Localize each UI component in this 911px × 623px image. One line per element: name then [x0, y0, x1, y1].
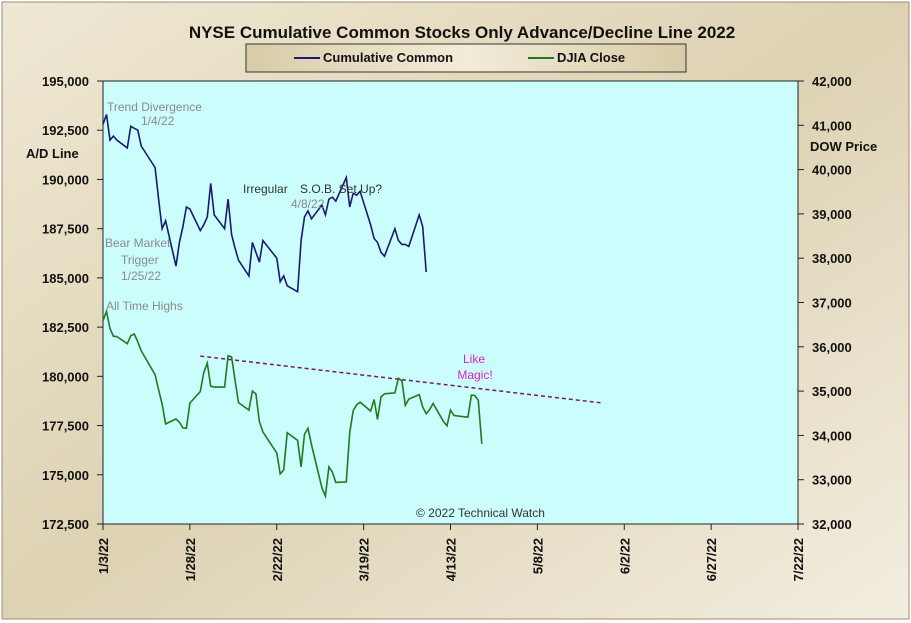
right-tick-label: 40,000	[812, 163, 852, 178]
annotation-trigger: Trigger	[121, 253, 159, 267]
left-tick-label: 195,000	[42, 74, 89, 89]
copyright-notice: © 2022 Technical Watch	[416, 506, 545, 520]
left-axis-label: A/D Line	[26, 146, 79, 161]
annotation-trend-divergence-date: 1/4/22	[141, 114, 175, 128]
series-line-cumulative-common	[102, 114, 427, 294]
left-tick-label: 187,500	[42, 222, 89, 237]
right-tick-label: 33,000	[812, 473, 852, 488]
x-axis-ticks: 1/3/22 1/28/22 2/22/22 3/19/22 4/13/22 5/8/22…	[96, 524, 806, 581]
annotation-trend-divergence: Trend Divergence	[107, 100, 202, 114]
x-tick-label: 7/22/22	[791, 538, 806, 581]
annotation-like: Like	[463, 352, 485, 366]
left-tick-label: 185,000	[42, 271, 89, 286]
annotation-bear-market-date: 1/25/22	[121, 269, 161, 283]
right-tick-label: 41,000	[812, 118, 852, 133]
left-axis-ticks: 172,500 175,000 177,500 180,000 182,500 185,0…	[42, 74, 103, 532]
right-tick-label: 36,000	[812, 340, 852, 355]
right-tick-label: 42,000	[812, 74, 852, 89]
plot-area	[102, 80, 799, 525]
right-axis-label: DOW Price	[810, 139, 877, 154]
series-line-djia-close	[102, 308, 483, 500]
annotation-irregular: Irregular	[243, 182, 288, 196]
right-tick-label: 34,000	[812, 428, 852, 443]
left-tick-label: 180,000	[42, 369, 89, 384]
x-tick-label: 2/22/22	[270, 538, 285, 581]
annotation-magic: Magic!	[457, 368, 492, 382]
chart-title: NYSE Cumulative Common Stocks Only Advan…	[189, 23, 735, 42]
right-tick-label: 38,000	[812, 251, 852, 266]
right-tick-label: 37,000	[812, 296, 852, 311]
annotation-all-time-highs: All Time Highs	[106, 299, 183, 313]
left-tick-label: 190,000	[42, 172, 89, 187]
annotation-sob-date: 4/8/22	[291, 197, 325, 211]
x-tick-label: 3/19/22	[357, 538, 372, 581]
legend-label-djia: DJIA Close	[557, 50, 625, 65]
right-tick-label: 39,000	[812, 207, 852, 222]
annotation-bear-market: Bear Market	[105, 236, 171, 250]
x-tick-label: 6/2/22	[617, 538, 632, 574]
x-tick-label: 5/8/22	[530, 538, 545, 574]
x-tick-label: 4/13/22	[444, 538, 459, 581]
trend-line	[200, 355, 604, 404]
annotation-sob-setup: S.O.B. Set Up?	[300, 182, 382, 196]
left-tick-label: 177,500	[42, 419, 89, 434]
right-tick-label: 35,000	[812, 384, 852, 399]
left-tick-label: 172,500	[42, 517, 89, 532]
legend: Cumulative Common DJIA Close	[245, 43, 687, 73]
x-tick-label: 1/3/22	[96, 538, 111, 574]
x-tick-label: 6/27/22	[704, 538, 719, 581]
annotations: Trend Divergence 1/4/22 Bear Market Trig…	[105, 100, 545, 520]
left-tick-label: 192,500	[42, 123, 89, 138]
left-tick-label: 182,500	[42, 320, 89, 335]
right-tick-label: 32,000	[812, 517, 852, 532]
legend-label-ad-line: Cumulative Common	[323, 50, 453, 65]
right-axis-ticks: 32,000 33,000 34,000 35,000 36,000 37,000 38,0…	[798, 74, 852, 532]
left-tick-label: 175,000	[42, 468, 89, 483]
x-tick-label: 1/28/22	[183, 538, 198, 581]
